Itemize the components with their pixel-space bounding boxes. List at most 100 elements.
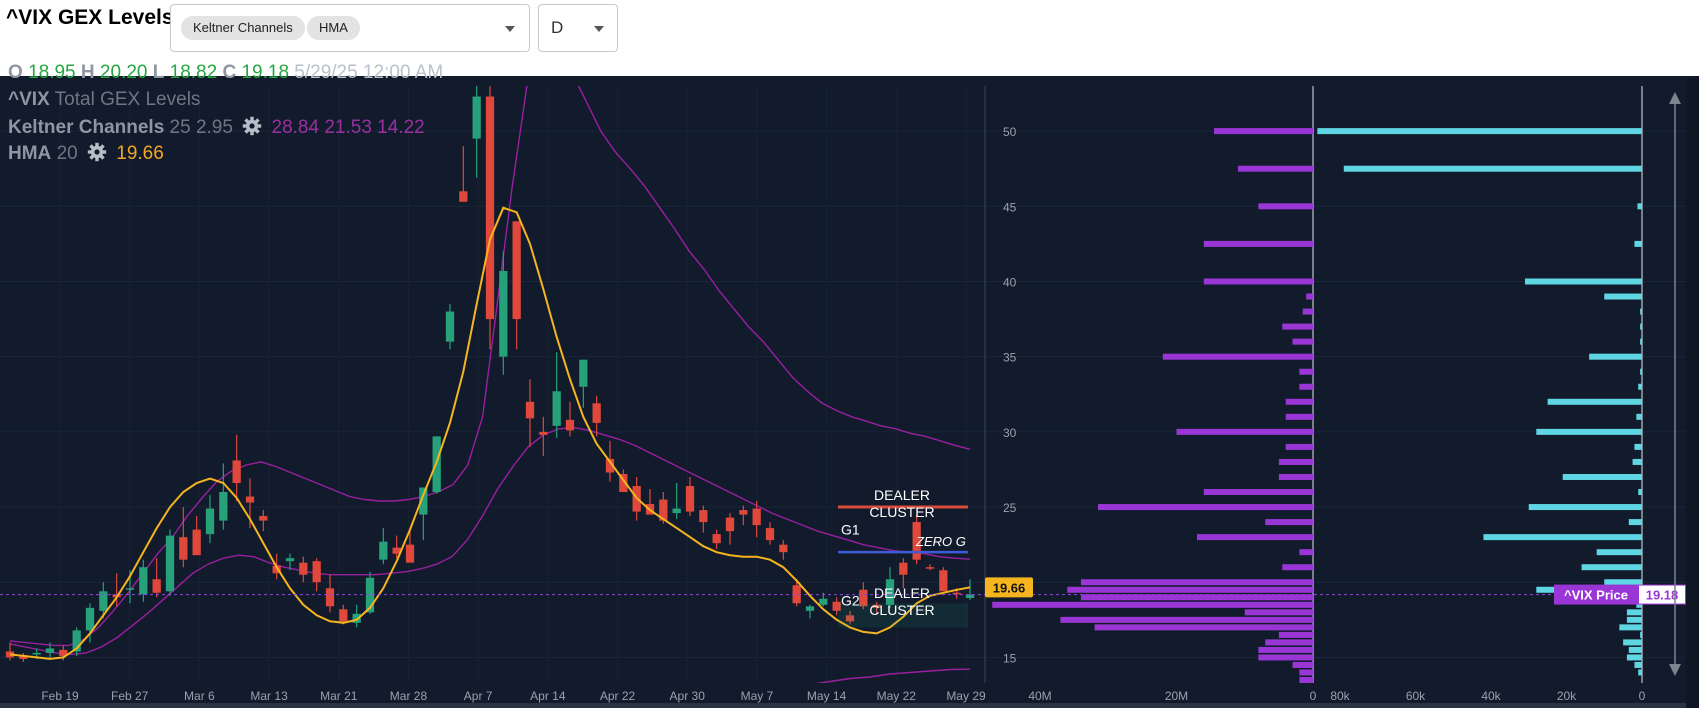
oi-bar[interactable]: [1562, 473, 1642, 480]
gex-bar[interactable]: [1292, 661, 1313, 668]
candle-body[interactable]: [912, 522, 921, 560]
gex-bar[interactable]: [1060, 616, 1313, 623]
candle-body[interactable]: [819, 598, 828, 605]
gex-bar[interactable]: [1285, 398, 1313, 405]
gex-bar[interactable]: [992, 601, 1313, 608]
gex-bar[interactable]: [1176, 428, 1314, 435]
chevron-down-icon[interactable]: [1669, 664, 1681, 676]
oi-bar[interactable]: [1640, 308, 1642, 315]
gex-bar[interactable]: [1299, 368, 1313, 375]
candle-body[interactable]: [672, 508, 681, 514]
candle-body[interactable]: [285, 558, 295, 562]
candle-body[interactable]: [19, 655, 28, 659]
candle-body[interactable]: [45, 648, 55, 653]
oi-bar[interactable]: [1524, 278, 1642, 285]
indicator-select[interactable]: Keltner Channels HMA: [170, 4, 530, 52]
oi-bar[interactable]: [1317, 128, 1642, 135]
candle-body[interactable]: [699, 510, 708, 523]
gex-bar[interactable]: [1203, 278, 1313, 285]
oi-bar[interactable]: [1640, 338, 1642, 345]
gex-bar[interactable]: [1265, 639, 1313, 646]
candle-body[interactable]: [525, 401, 535, 419]
oi-bar[interactable]: [1634, 240, 1642, 247]
gex-bar[interactable]: [1278, 631, 1313, 638]
oi-bar[interactable]: [1632, 458, 1642, 465]
gex-bar[interactable]: [1203, 489, 1313, 496]
oi-bar[interactable]: [1640, 323, 1642, 330]
oi-bar[interactable]: [1604, 293, 1642, 300]
candle-body[interactable]: [885, 579, 895, 605]
gex-bar[interactable]: [1282, 564, 1313, 571]
candle-body[interactable]: [99, 591, 108, 611]
oi-bar[interactable]: [1638, 669, 1642, 676]
gex-bar[interactable]: [1292, 338, 1313, 345]
candle-body[interactable]: [939, 570, 948, 592]
oi-bar[interactable]: [1626, 609, 1642, 616]
gex-bar[interactable]: [1278, 473, 1313, 480]
gex-bar[interactable]: [1237, 165, 1313, 172]
candle-body[interactable]: [579, 359, 588, 387]
candle-body[interactable]: [419, 487, 428, 515]
candle-body[interactable]: [499, 270, 508, 357]
candle-body[interactable]: [392, 547, 401, 554]
chip-hma[interactable]: HMA: [307, 16, 360, 40]
candle-body[interactable]: [299, 562, 308, 575]
candle-body[interactable]: [139, 567, 148, 595]
gex-bar[interactable]: [1067, 586, 1313, 593]
candle-body[interactable]: [605, 458, 615, 473]
oi-bar[interactable]: [1604, 579, 1642, 586]
chevron-down-icon[interactable]: [505, 26, 515, 32]
candle-body[interactable]: [792, 585, 801, 604]
gex-bar[interactable]: [1203, 240, 1313, 247]
oi-bar[interactable]: [1626, 654, 1642, 661]
candle-body[interactable]: [259, 516, 268, 521]
oi-bar[interactable]: [1636, 601, 1642, 608]
candle-body[interactable]: [205, 508, 215, 535]
oi-bar[interactable]: [1581, 564, 1642, 571]
candle-body[interactable]: [232, 460, 241, 483]
candle-body[interactable]: [472, 96, 481, 139]
gex-bar[interactable]: [1080, 594, 1313, 601]
oi-bar[interactable]: [1623, 639, 1642, 646]
candle-body[interactable]: [952, 592, 961, 595]
candle-body[interactable]: [352, 613, 361, 623]
candle-body[interactable]: [725, 517, 735, 532]
candle-body[interactable]: [405, 544, 415, 563]
oi-bar[interactable]: [1619, 624, 1642, 631]
oi-bar[interactable]: [1589, 353, 1642, 360]
candle-body[interactable]: [739, 510, 748, 515]
candle-body[interactable]: [339, 609, 348, 622]
oi-bar[interactable]: [1638, 489, 1642, 496]
gex-bar[interactable]: [1196, 534, 1313, 541]
candle-body[interactable]: [272, 565, 281, 574]
oi-bar[interactable]: [1547, 398, 1642, 405]
gex-bar[interactable]: [1162, 353, 1313, 360]
oi-bar[interactable]: [1483, 534, 1642, 541]
candle-body[interactable]: [32, 652, 41, 655]
candle-body[interactable]: [459, 191, 468, 202]
candle-body[interactable]: [59, 649, 68, 656]
candle-body[interactable]: [85, 607, 95, 631]
hma-legend[interactable]: HMA 20 19.66: [8, 142, 164, 164]
candle-body[interactable]: [325, 588, 335, 607]
candle-body[interactable]: [832, 601, 841, 611]
gex-bar[interactable]: [1258, 203, 1313, 210]
candle-body[interactable]: [179, 537, 188, 560]
candle-body[interactable]: [765, 528, 775, 541]
oi-bar[interactable]: [1634, 443, 1642, 450]
gex-bar[interactable]: [1214, 128, 1313, 135]
gex-bar[interactable]: [1080, 579, 1313, 586]
oi-bar[interactable]: [1628, 519, 1642, 526]
gex-bar[interactable]: [1258, 654, 1313, 661]
candle-body[interactable]: [445, 311, 455, 342]
gex-bar[interactable]: [1299, 383, 1313, 390]
vertical-scrollbar[interactable]: [1686, 78, 1699, 708]
candle-body[interactable]: [592, 403, 601, 423]
oi-bar[interactable]: [1628, 646, 1642, 653]
oi-bar[interactable]: [1638, 383, 1642, 390]
gex-bar[interactable]: [1299, 549, 1313, 556]
gex-bar[interactable]: [1299, 669, 1313, 676]
candle-body[interactable]: [859, 589, 868, 607]
candle-body[interactable]: [219, 492, 228, 521]
gex-bar[interactable]: [1258, 646, 1313, 653]
